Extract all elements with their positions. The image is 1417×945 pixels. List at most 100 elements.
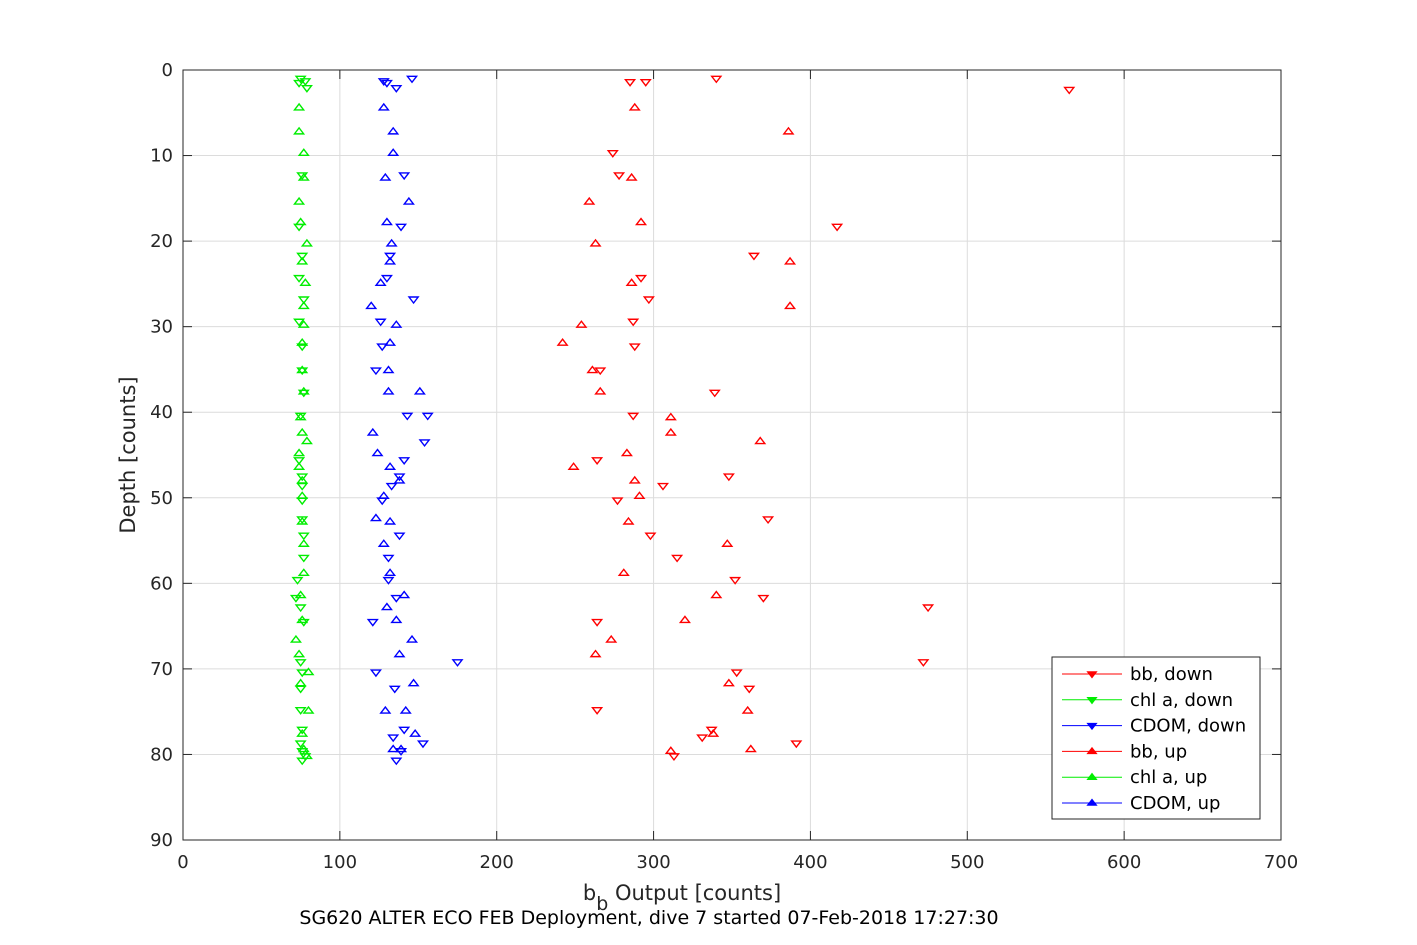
- data-point: [294, 604, 307, 613]
- series-bb-up: [556, 102, 797, 754]
- data-point: [622, 516, 635, 525]
- data-point: [399, 705, 412, 714]
- data-point: [293, 318, 306, 327]
- data-point: [398, 590, 411, 599]
- data-point: [296, 252, 309, 261]
- y-tick-label: 40: [150, 402, 173, 423]
- data-point: [382, 386, 395, 395]
- data-point: [296, 491, 309, 500]
- data-point: [294, 678, 307, 687]
- data-point: [591, 457, 604, 466]
- data-point: [721, 539, 734, 547]
- data-point: [413, 386, 426, 395]
- data-point: [591, 618, 604, 627]
- x-tick-label: 500: [950, 852, 984, 873]
- data-point: [297, 386, 310, 395]
- data-point: [922, 604, 935, 613]
- data-point: [393, 475, 406, 484]
- data-point: [296, 729, 309, 737]
- data-point: [380, 274, 393, 283]
- data-point: [385, 238, 398, 247]
- data-point: [743, 685, 756, 694]
- data-point: [294, 706, 307, 715]
- data-point: [297, 148, 310, 156]
- data-point: [606, 150, 619, 158]
- data-point: [664, 412, 677, 421]
- data-point: [384, 338, 397, 346]
- data-point: [377, 539, 390, 547]
- series-cdom-up: [365, 102, 426, 753]
- legend-marker: [1086, 798, 1098, 806]
- data-point: [708, 389, 721, 398]
- data-point: [293, 462, 306, 470]
- data-point: [297, 532, 310, 541]
- data-point: [671, 554, 684, 563]
- data-point: [729, 576, 742, 585]
- legend-marker: [1086, 722, 1098, 731]
- data-point: [418, 439, 431, 448]
- data-point: [293, 79, 306, 88]
- data-point: [757, 594, 770, 603]
- data-point: [393, 532, 406, 541]
- data-point: [451, 659, 464, 667]
- data-point: [366, 427, 379, 436]
- series-cdom-down: [366, 75, 464, 766]
- data-point: [710, 75, 723, 84]
- data-point: [293, 274, 306, 283]
- legend-entry: chl a, up: [1130, 767, 1207, 788]
- data-point: [567, 462, 580, 470]
- data-point: [374, 318, 387, 327]
- data-point: [289, 594, 302, 603]
- data-point: [628, 343, 641, 352]
- data-point: [696, 734, 709, 743]
- data-point: [296, 475, 309, 484]
- data-point: [377, 102, 390, 111]
- data-point: [294, 412, 307, 421]
- legend-entry: bb, up: [1130, 741, 1187, 762]
- data-point: [628, 102, 641, 111]
- data-point: [387, 734, 400, 743]
- data-point: [294, 740, 307, 749]
- data-point: [722, 473, 735, 482]
- legend-marker: [1086, 772, 1098, 780]
- y-tick-label: 0: [162, 60, 173, 81]
- x-tick-label: 300: [636, 852, 670, 873]
- data-point: [589, 238, 602, 247]
- legend-marker: [1086, 671, 1098, 679]
- data-point: [379, 705, 392, 714]
- data-point: [1063, 86, 1076, 95]
- data-point: [387, 148, 400, 156]
- y-tick-label: 80: [150, 744, 173, 765]
- data-point: [390, 594, 403, 603]
- data-point: [405, 75, 419, 84]
- data-point: [388, 685, 401, 694]
- data-point: [393, 649, 406, 658]
- data-point: [398, 172, 411, 181]
- data-point: [605, 634, 618, 643]
- data-point: [635, 274, 648, 283]
- data-point: [395, 744, 408, 753]
- data-point: [380, 602, 393, 611]
- y-tick-label: 90: [150, 830, 173, 851]
- data-point: [302, 705, 315, 714]
- series-chl-a-up: [289, 102, 315, 760]
- plot-frame: [182, 69, 1282, 841]
- data-point: [556, 338, 569, 346]
- data-point: [656, 482, 670, 491]
- data-point: [628, 475, 641, 484]
- data-point: [384, 568, 397, 577]
- data-point: [296, 343, 309, 352]
- data-point: [831, 223, 844, 232]
- data-point: [589, 649, 602, 658]
- data-point: [296, 338, 309, 346]
- x-axis-label: bb Output [counts]: [583, 881, 781, 915]
- data-point: [379, 172, 392, 181]
- data-point: [382, 365, 395, 374]
- y-tick-label: 20: [150, 231, 173, 252]
- x-axis-label-main: b: [583, 881, 596, 905]
- legend-box: [1051, 656, 1261, 820]
- data-point: [678, 615, 691, 624]
- data-point: [387, 744, 400, 753]
- data-point: [398, 457, 411, 466]
- data-point: [300, 751, 313, 760]
